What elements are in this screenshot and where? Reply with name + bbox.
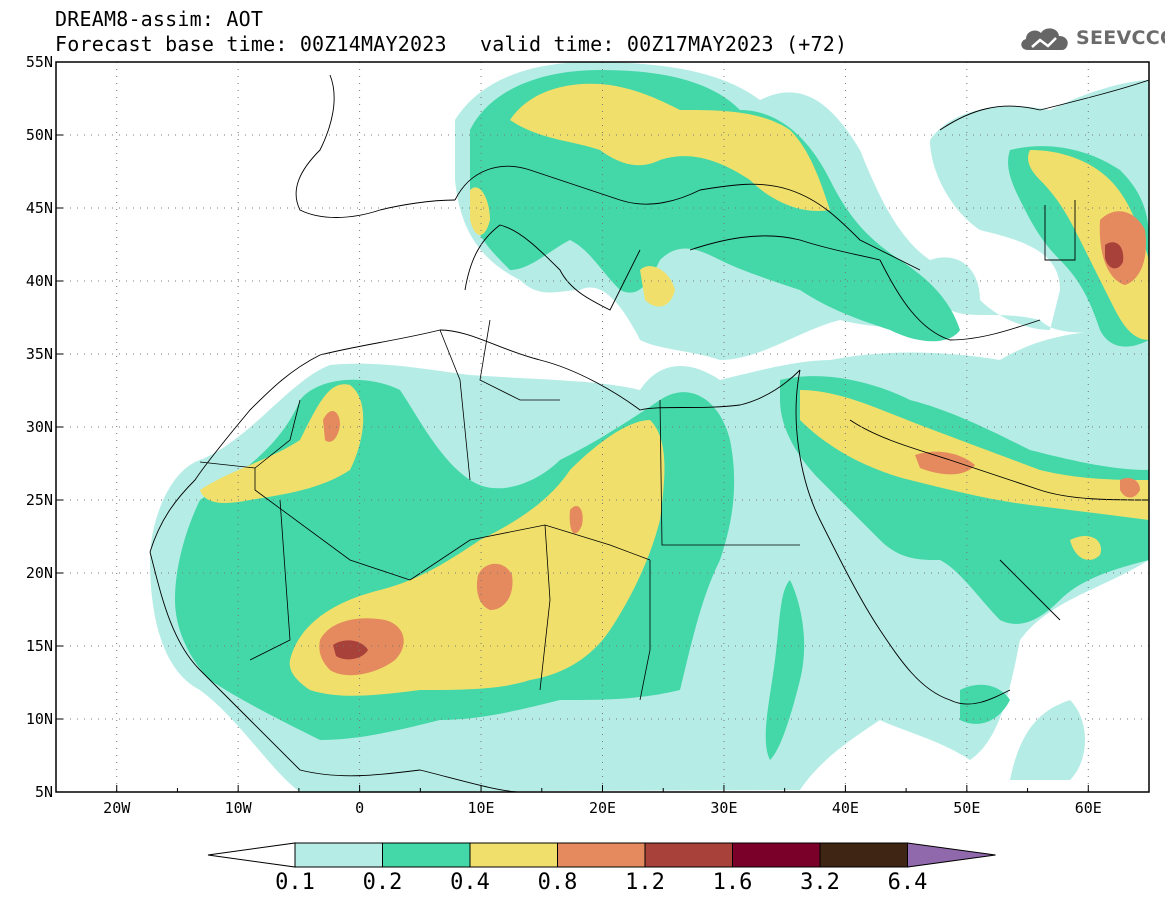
lat-label: 45N — [26, 199, 53, 217]
colorbar-segment — [819, 842, 908, 868]
lon-label: 40E — [832, 799, 859, 817]
colorbar-label: 6.4 — [887, 870, 928, 895]
lon-label: 30E — [710, 799, 737, 817]
aot-field — [56, 62, 1149, 792]
colorbar-label: 1.2 — [625, 870, 665, 895]
colorbar-arrow-low — [207, 842, 296, 868]
lat-label: 55N — [26, 53, 53, 71]
lat-label: 10N — [26, 710, 53, 728]
colorbar-segment — [644, 842, 733, 868]
cloud-icon — [1021, 28, 1068, 50]
coastlines — [149, 74, 1149, 792]
lat-label: 50N — [26, 126, 53, 144]
lat-label: 5N — [35, 783, 53, 801]
colorbar-label: 0.4 — [450, 870, 490, 895]
lon-label: 10W — [225, 799, 253, 817]
lon-label: 20E — [589, 799, 616, 817]
chart-title: DREAM8-assim: AOT — [55, 7, 264, 31]
map-grid — [56, 62, 1149, 792]
colorbar-label: 1.6 — [712, 870, 753, 895]
lon-label: 50E — [953, 799, 980, 817]
seevccc-logo: SEEVCCC — [1018, 22, 1165, 56]
colorbar-segment — [382, 842, 471, 868]
lon-label: 10E — [468, 799, 495, 817]
lon-label: 20W — [103, 799, 131, 817]
colorbar-segment — [294, 842, 383, 868]
colorbar-segment — [732, 842, 821, 868]
colorbar — [207, 842, 996, 868]
lat-label: 30N — [26, 418, 53, 436]
colorbar-label: 3.2 — [800, 870, 840, 895]
aot-contours — [150, 62, 1149, 792]
lat-label: 25N — [26, 491, 53, 509]
axis-ticks: 20W 10W 0 10E 20E 30E 40E 50E 60E 55N 50N 45N 40N 35N… — [26, 53, 1150, 817]
lon-label: 0 — [355, 799, 364, 817]
valid-time-label: valid time: 00Z17MAY2023 (+72) — [480, 32, 848, 56]
colorbar-label: 0.2 — [362, 870, 403, 895]
colorbar-label: 0.1 — [275, 870, 315, 895]
lat-label: 15N — [26, 637, 53, 655]
lat-label: 40N — [26, 272, 53, 290]
colorbar-arrow-high — [907, 842, 996, 868]
colorbar-segment — [469, 842, 558, 868]
colorbar-segment — [557, 842, 646, 868]
logo-text: SEEVCCC — [1076, 27, 1165, 49]
lat-label: 20N — [26, 564, 53, 582]
lat-label: 35N — [26, 345, 53, 363]
colorbar-label: 0.8 — [537, 870, 578, 895]
base-time-label: Forecast base time: 00Z14MAY2023 — [55, 32, 447, 56]
lon-label: 60E — [1075, 799, 1102, 817]
borders — [199, 319, 800, 701]
